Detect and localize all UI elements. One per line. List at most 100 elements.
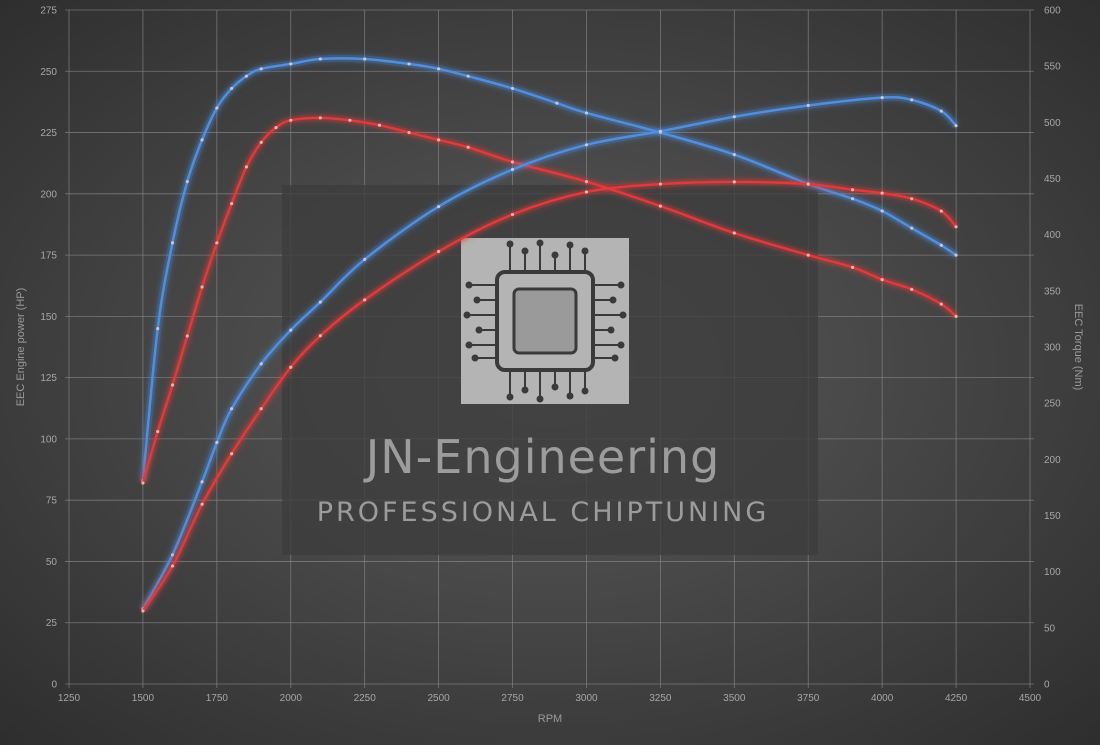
data-point [437, 67, 441, 71]
brand-tagline: PROFESSIONAL CHIPTUNING [317, 497, 770, 528]
data-point [363, 298, 367, 302]
y-left-tick-label: 100 [40, 434, 57, 445]
data-point [259, 67, 263, 71]
data-point [170, 383, 175, 387]
data-point [348, 118, 352, 122]
data-point [806, 182, 810, 186]
y-left-tick-label: 125 [40, 373, 57, 384]
y-left-tick-label: 225 [40, 128, 57, 139]
x-axis-title: RPM [538, 713, 562, 725]
data-point [732, 231, 736, 235]
x-tick-label: 2000 [280, 693, 303, 704]
data-point [200, 480, 204, 484]
data-point [259, 362, 263, 366]
y-right-tick-label: 450 [1044, 174, 1061, 185]
data-point [274, 126, 278, 130]
series-line-2 [141, 116, 958, 485]
y-right-tick-label: 100 [1044, 567, 1061, 578]
x-tick-label: 2750 [501, 693, 524, 704]
data-point [289, 365, 293, 369]
y-right-tick-label: 500 [1044, 118, 1061, 129]
data-point [910, 226, 914, 230]
data-point [732, 115, 736, 119]
data-point [141, 481, 145, 485]
data-point [658, 129, 662, 133]
y-left-tick-label: 250 [40, 67, 57, 78]
data-point [732, 153, 736, 157]
data-point [584, 179, 589, 184]
data-point [880, 191, 884, 195]
x-tick-label: 4000 [871, 693, 894, 704]
x-tick-label: 3250 [649, 693, 672, 704]
brand-name: JN-Engineering [363, 430, 721, 484]
y-right-tick-label: 600 [1044, 6, 1061, 17]
data-point [259, 140, 263, 144]
data-point [806, 253, 810, 257]
data-point [377, 123, 382, 127]
data-point [510, 212, 515, 217]
y-right-tick-label: 250 [1044, 399, 1061, 410]
x-tick-label: 1500 [132, 693, 155, 704]
data-point [185, 179, 189, 184]
data-point [880, 96, 884, 100]
x-tick-label: 4250 [945, 693, 968, 704]
data-point [318, 334, 322, 338]
data-point [954, 314, 958, 318]
data-point [939, 209, 943, 213]
data-point [363, 57, 367, 61]
x-tick-label: 1250 [58, 693, 81, 704]
data-point [880, 278, 884, 282]
data-point [954, 124, 958, 128]
data-point [954, 225, 958, 229]
data-point [230, 452, 234, 456]
x-tick-label: 1750 [206, 693, 229, 704]
x-tick-label: 3500 [723, 693, 746, 704]
y-left-tick-label: 50 [46, 557, 58, 568]
data-point [215, 106, 219, 110]
data-point [230, 202, 234, 206]
data-point [584, 111, 589, 115]
y-left-axis-title: EEC Engine power (HP) [15, 288, 27, 407]
data-point [910, 197, 914, 201]
y-left-tick-label: 200 [40, 189, 57, 200]
data-point [156, 429, 160, 434]
data-point [141, 609, 145, 613]
data-point [318, 57, 322, 61]
data-point [437, 249, 441, 254]
data-point [215, 241, 219, 245]
series [139, 54, 959, 613]
data-point [200, 285, 204, 289]
data-point [259, 407, 263, 411]
data-point [318, 300, 322, 304]
y-left-tick-label: 25 [46, 618, 58, 629]
y-right-tick-label: 150 [1044, 511, 1061, 522]
data-point [510, 160, 515, 164]
data-point [658, 182, 662, 186]
data-point [466, 145, 470, 149]
data-point [289, 328, 293, 332]
data-point [289, 118, 293, 122]
data-point [170, 553, 175, 557]
data-point [510, 167, 515, 172]
x-tick-label: 3750 [797, 693, 820, 704]
data-point [437, 204, 441, 209]
data-point [939, 109, 943, 113]
data-point [185, 334, 189, 338]
data-point [363, 257, 367, 261]
data-point [200, 502, 204, 506]
data-point [555, 101, 559, 105]
data-point [407, 130, 411, 135]
data-point [466, 74, 470, 78]
data-point [170, 241, 175, 245]
chip-circuit-icon [461, 238, 629, 404]
x-tick-label: 2500 [427, 693, 450, 704]
data-point [244, 165, 249, 169]
data-point [910, 98, 914, 102]
y-right-tick-label: 50 [1044, 623, 1056, 634]
y-right-tick-label: 300 [1044, 343, 1061, 354]
data-point [850, 197, 855, 201]
data-point [806, 103, 810, 108]
data-point [850, 188, 855, 192]
